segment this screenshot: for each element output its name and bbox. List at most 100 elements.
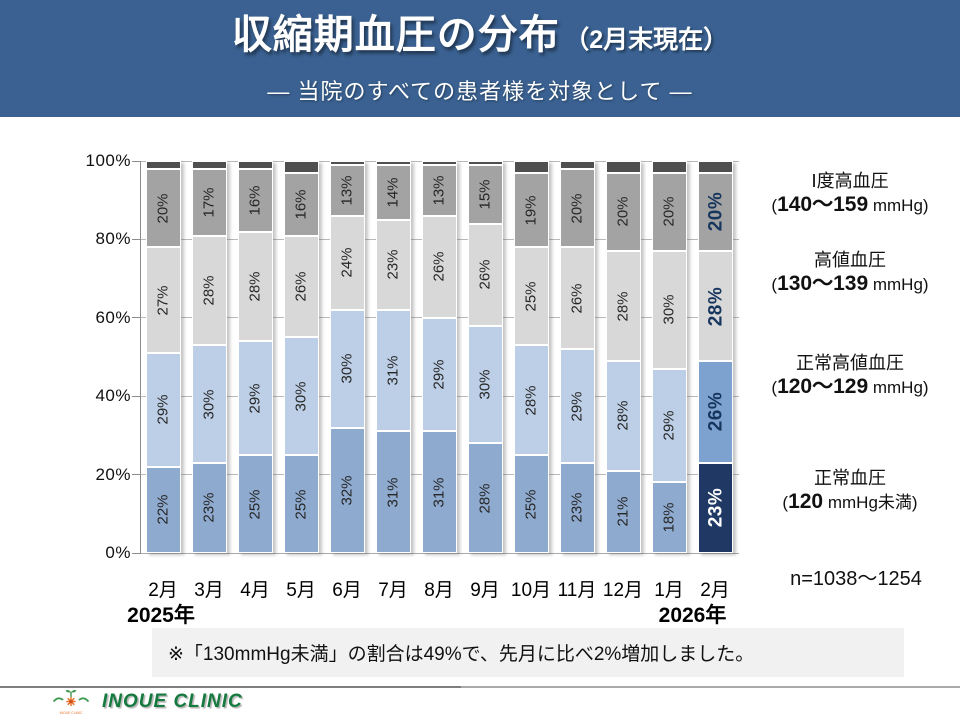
- x-axis-label-3月: 3月: [194, 580, 224, 601]
- segment-value-label: 26%: [705, 392, 726, 432]
- legend-range: (130～139 mmHg): [771, 272, 929, 295]
- note-box: ※「130mmHg未満」の割合は49%で、先月に比べ2%増加しました。: [152, 628, 904, 677]
- segment-grade1-hypertension: 17%: [192, 168, 227, 236]
- segment-value-label: 31%: [431, 477, 448, 508]
- legend-range: (120 mmHg未満): [782, 490, 918, 513]
- segment-value-label: 29%: [431, 359, 448, 390]
- legend-item-3: 正常血圧 (120 mmHg未満): [740, 467, 960, 515]
- segment-remainder: [422, 161, 457, 165]
- segment-elevated: 26%: [284, 235, 319, 338]
- segment-normal: 23%: [698, 462, 733, 553]
- segment-grade1-hypertension: 20%: [652, 172, 687, 252]
- legend-item-1: 高値血圧 (130～139 mmHg): [740, 249, 960, 297]
- bar-5月: 16% 26% 30% 25%: [284, 161, 319, 553]
- segment-normal-high: 28%: [514, 345, 549, 455]
- segment-normal-high: 29%: [652, 368, 687, 483]
- segment-remainder: [330, 161, 365, 165]
- segment-grade1-hypertension: 16%: [238, 168, 273, 232]
- segment-value-label: 30%: [661, 294, 678, 325]
- segment-elevated: 23%: [376, 219, 411, 310]
- bar-6月: 13% 24% 30% 32%: [330, 161, 365, 553]
- segment-value-label: 31%: [385, 355, 402, 386]
- segment-value-label: 19%: [523, 195, 540, 226]
- segment-value-label: 26%: [431, 251, 448, 282]
- segment-value-label: 18%: [661, 502, 678, 533]
- segment-value-label: 25%: [293, 488, 310, 520]
- x-axis-label-2月: 2月: [148, 580, 178, 601]
- segment-value-label: 32%: [339, 475, 356, 506]
- bar-7月: 14% 23% 31% 31%: [376, 161, 411, 553]
- segment-value-label: 24%: [339, 247, 356, 278]
- segment-normal-high: 31%: [376, 309, 411, 432]
- segment-normal-high: 29%: [238, 341, 273, 455]
- segment-elevated: 24%: [330, 215, 365, 310]
- segment-value-label: 28%: [477, 483, 494, 514]
- segment-remainder: [652, 161, 687, 173]
- segment-normal-high: 30%: [330, 309, 365, 428]
- segment-elevated: 26%: [422, 215, 457, 318]
- segment-normal: 32%: [330, 427, 365, 553]
- x-axis-label-9月: 9月: [470, 580, 500, 601]
- segment-remainder: [192, 161, 227, 169]
- segment-grade1-hypertension: 13%: [422, 164, 457, 216]
- segment-value-label: 26%: [477, 259, 494, 290]
- segment-value-label: 29%: [247, 383, 264, 414]
- segment-value-label: 30%: [339, 353, 356, 384]
- x-axis-label-11月: 11月: [557, 580, 597, 601]
- segment-grade1-hypertension: 13%: [330, 164, 365, 216]
- segment-value-label: 15%: [477, 179, 494, 210]
- segment-remainder: [238, 161, 273, 169]
- segment-value-label: 23%: [569, 492, 586, 523]
- segment-value-label: 30%: [201, 389, 218, 420]
- segment-value-label: 31%: [385, 477, 402, 508]
- subtitle: ― 当院のすべての患者様を対象として ―: [267, 79, 693, 104]
- segment-value-label: 16%: [247, 185, 264, 216]
- year-label-2025: 2025年: [127, 604, 195, 627]
- segment-normal-high: 29%: [422, 317, 457, 432]
- segment-grade1-hypertension: 14%: [376, 164, 411, 220]
- bar-2月: 20% 27% 29% 22%: [146, 161, 181, 553]
- y-axis-label: 80%: [95, 229, 131, 249]
- segment-value-label: 28%: [705, 286, 726, 326]
- segment-normal: 25%: [514, 455, 549, 553]
- segment-value-label: 26%: [293, 271, 310, 302]
- segment-value-label: 28%: [523, 385, 540, 416]
- x-axis-label-2月: 2月: [700, 580, 730, 601]
- segment-value-label: 13%: [431, 175, 448, 206]
- slide-header: 収縮期血圧の分布 （2月末現在） ― 当院のすべての患者様を対象として ―: [0, 0, 960, 117]
- segment-normal: 23%: [560, 462, 595, 553]
- legend-title: 高値血圧: [814, 250, 886, 270]
- sample-size-label: n=1038～1254: [790, 568, 922, 590]
- segment-normal: 31%: [422, 431, 457, 553]
- segment-normal: 22%: [146, 466, 181, 553]
- segment-value-label: 13%: [339, 175, 356, 206]
- segment-value-label: 26%: [569, 283, 586, 314]
- segment-value-label: 14%: [385, 177, 402, 208]
- title-text: 収縮期血圧の分布: [231, 13, 560, 57]
- y-axis-tick: [132, 238, 141, 240]
- segment-value-label: 20%: [705, 192, 726, 232]
- segment-value-label: 29%: [569, 390, 586, 422]
- segment-remainder: [376, 161, 411, 165]
- y-axis-label: 0%: [105, 543, 131, 562]
- segment-value-label: 29%: [661, 410, 678, 441]
- bar-8月: 13% 26% 29% 31%: [422, 161, 457, 553]
- y-axis-tick: [132, 395, 141, 397]
- segment-value-label: 23%: [385, 249, 402, 280]
- segment-remainder: [606, 161, 641, 173]
- segment-normal: 25%: [284, 455, 319, 553]
- y-axis-label: 40%: [95, 386, 131, 406]
- bar-3月: 17% 28% 30% 23%: [192, 161, 227, 553]
- segment-remainder: [514, 161, 549, 173]
- y-axis-label: 100%: [85, 151, 131, 170]
- segment-value-label: 22%: [155, 494, 172, 525]
- legend-title: Ⅰ度高血圧: [811, 171, 889, 191]
- segment-value-label: 20%: [569, 193, 586, 224]
- segment-elevated: 30%: [652, 251, 687, 369]
- bar-4月: 16% 28% 29% 25%: [238, 161, 273, 553]
- plot-area: 0% 20% 40% 60% 80% 100% 20% 27% 29% 22% 17% 28% 30% 2…: [86, 151, 739, 562]
- legend-title: 正常高値血圧: [796, 353, 904, 373]
- segment-value-label: 27%: [155, 285, 172, 316]
- y-axis-tick: [132, 160, 141, 162]
